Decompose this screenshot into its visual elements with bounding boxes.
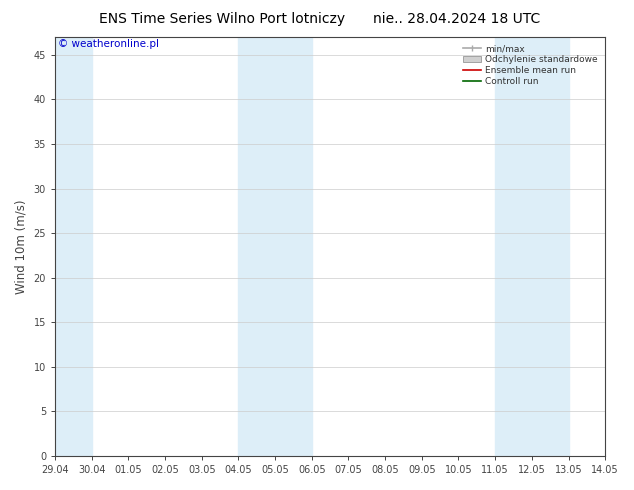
Text: nie.. 28.04.2024 18 UTC: nie.. 28.04.2024 18 UTC	[373, 12, 540, 26]
Bar	[55, 37, 92, 456]
Text: ENS Time Series Wilno Port lotniczy: ENS Time Series Wilno Port lotniczy	[99, 12, 345, 26]
Legend: min/max, Odchylenie standardowe, Ensemble mean run, Controll run: min/max, Odchylenie standardowe, Ensembl…	[460, 42, 600, 88]
Bar	[238, 37, 312, 456]
Bar	[495, 37, 569, 456]
Y-axis label: Wind 10m (m/s): Wind 10m (m/s)	[15, 199, 28, 294]
Text: © weatheronline.pl: © weatheronline.pl	[58, 39, 159, 49]
